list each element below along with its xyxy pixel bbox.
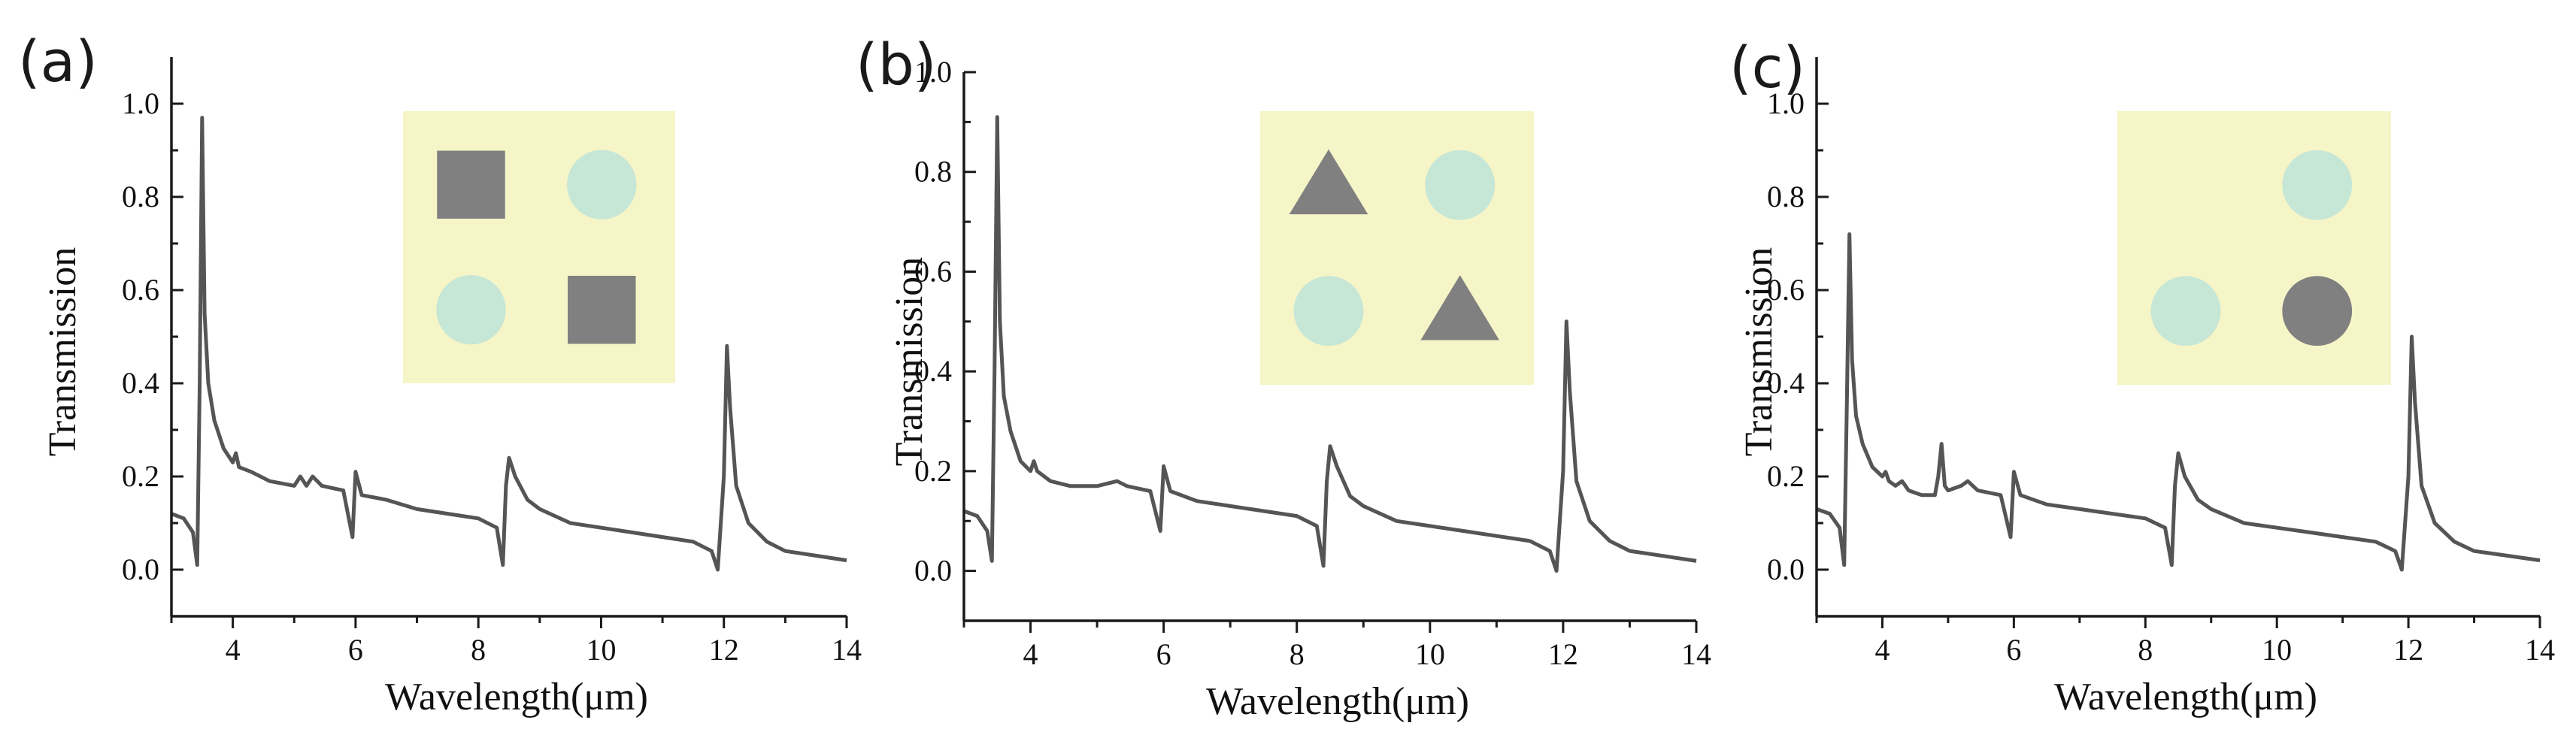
y-tick-label: 0.2 xyxy=(122,459,159,493)
inset-unit-cell xyxy=(2117,111,2391,385)
panel-title: (b) xyxy=(856,31,937,98)
x-tick-label: 10 xyxy=(586,633,616,667)
y-tick-label: 1.0 xyxy=(1767,86,1805,120)
inset-square xyxy=(437,150,505,219)
inset-square xyxy=(568,276,636,344)
x-tick-label: 12 xyxy=(2393,633,2423,667)
x-axis-label: Wavelength(μm) xyxy=(385,676,648,718)
x-tick-label: 14 xyxy=(1681,637,1711,671)
x-tick-label: 4 xyxy=(226,633,241,667)
y-tick-label: 0.0 xyxy=(122,552,159,586)
x-tick-label: 10 xyxy=(1415,637,1445,671)
x-tick-label: 14 xyxy=(2525,633,2555,667)
x-axis-label: Wavelength(μm) xyxy=(1206,680,1469,723)
y-tick-label: 0.4 xyxy=(122,366,159,400)
inset-dark-circle xyxy=(2282,276,2353,346)
y-tick-label: 0.4 xyxy=(914,354,952,388)
x-tick-label: 8 xyxy=(471,633,486,667)
y-tick-label: 0.4 xyxy=(1767,366,1805,400)
x-axis-label: Wavelength(μm) xyxy=(2054,676,2317,718)
inset-circle xyxy=(2282,150,2353,220)
x-tick-label: 6 xyxy=(1156,637,1171,671)
inset-circle xyxy=(2150,276,2221,346)
y-tick-label: 0.6 xyxy=(1767,273,1805,307)
transmission-line xyxy=(963,115,1697,573)
y-tick-label: 0.2 xyxy=(914,454,952,488)
inset-circle xyxy=(436,275,506,345)
y-tick-label: 0.2 xyxy=(1767,459,1805,493)
inset-triangle xyxy=(1289,149,1368,215)
y-tick-label: 1.0 xyxy=(914,55,952,89)
y-tick-label: 0.0 xyxy=(914,554,952,588)
x-tick-label: 8 xyxy=(1290,637,1305,671)
y-tick-label: 0.0 xyxy=(1767,552,1805,586)
y-axis-label: Transmission xyxy=(41,247,84,456)
y-tick-label: 0.8 xyxy=(1767,180,1805,213)
inset-unit-cell xyxy=(1260,111,1534,385)
inset-circle xyxy=(1425,150,1496,220)
y-tick-label: 0.8 xyxy=(122,180,159,213)
panel-title: (a) xyxy=(18,28,98,95)
transmission-line xyxy=(1816,232,2541,572)
x-tick-label: 12 xyxy=(1548,637,1578,671)
panel-c: (c) 4 6 8 10 12 14 0.0 0.2 0.4 0.6 0.8 1.0 Wavelength… xyxy=(1729,34,2555,718)
panel-b: (b) 4 6 8 10 12 14 0.0 0.2 0.4 0.6 0.8 1.0 Wavelength… xyxy=(856,31,1711,723)
y-tick-label: 0.8 xyxy=(914,155,952,189)
x-tick-label: 6 xyxy=(348,633,363,667)
x-tick-label: 10 xyxy=(2262,633,2292,667)
x-tick-label: 4 xyxy=(1023,637,1038,671)
y-tick-label: 0.6 xyxy=(122,273,159,307)
inset-circle xyxy=(1293,276,1364,346)
transmission-line xyxy=(171,116,847,572)
x-tick-label: 8 xyxy=(2138,633,2153,667)
y-axis-label: Transmission xyxy=(1738,247,1780,456)
x-tick-label: 14 xyxy=(832,633,862,667)
x-tick-label: 12 xyxy=(709,633,739,667)
y-tick-label: 0.6 xyxy=(914,254,952,288)
y-axis-label: Transmission xyxy=(888,257,931,466)
y-tick-label: 1.0 xyxy=(122,86,159,120)
inset-triangle xyxy=(1420,275,1500,340)
inset-circle xyxy=(567,150,637,219)
x-tick-label: 6 xyxy=(2006,633,2021,667)
panel-a: (a) 4 6 8 10 12 14 0.0 0.2 0.4 0.6 0.8 1.0 Wavelength… xyxy=(18,28,862,718)
x-tick-label: 4 xyxy=(1874,633,1890,667)
panel-title: (c) xyxy=(1729,34,1805,101)
